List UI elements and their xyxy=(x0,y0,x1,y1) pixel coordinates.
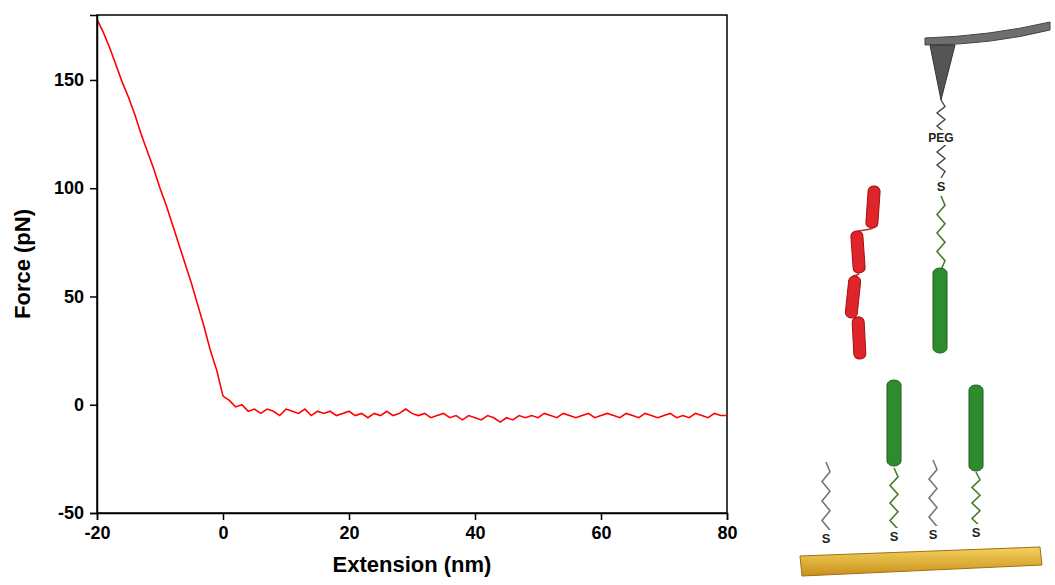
x-tick-label: 40 xyxy=(465,523,485,543)
label-patch xyxy=(970,524,982,539)
grey-chain xyxy=(929,460,937,536)
y-tick-label: 50 xyxy=(64,287,84,307)
linker-label: PEG xyxy=(928,131,953,145)
red-rod xyxy=(845,275,861,318)
y-tick-mark xyxy=(90,80,97,82)
force-curve xyxy=(97,19,727,422)
red-rod xyxy=(852,317,866,360)
x-tick-mark xyxy=(727,513,729,520)
y-tick-label: -50 xyxy=(58,503,84,523)
label-patch xyxy=(935,178,947,193)
y-tick-label: 150 xyxy=(54,70,84,90)
y-tick-mark xyxy=(90,404,97,406)
gold-surface xyxy=(800,547,1042,576)
x-tick-label: 60 xyxy=(591,523,611,543)
sulfur-label: S xyxy=(822,531,831,546)
x-tick-label: -20 xyxy=(84,523,110,543)
rod-linker xyxy=(858,228,873,231)
y-tick-label: 0 xyxy=(74,395,84,415)
grey-chain xyxy=(822,462,830,540)
y-tick-mark xyxy=(90,296,97,298)
plot-frame xyxy=(97,15,727,513)
sulfur-label: S xyxy=(890,529,899,544)
y-axis-title: Force (pN) xyxy=(10,209,35,319)
y-tick-mark xyxy=(90,188,97,190)
green-chain xyxy=(937,196,945,270)
schematic: PEG S S S S S xyxy=(800,22,1050,576)
sulfur-label: S xyxy=(972,525,981,540)
y-tick-mark xyxy=(90,513,97,515)
x-tick: 60 xyxy=(591,513,611,543)
sulfur-label: S xyxy=(937,179,946,194)
y-tick: 150 xyxy=(54,70,97,90)
x-tick-mark xyxy=(601,513,603,520)
label-patch xyxy=(925,130,957,145)
label-patch xyxy=(888,528,900,543)
y-tick: -50 xyxy=(58,503,97,523)
x-tick-label: 20 xyxy=(339,523,359,543)
label-patch xyxy=(820,530,832,545)
x-axis-line xyxy=(98,514,728,521)
x-tick: 40 xyxy=(465,513,485,543)
y-tick: 0 xyxy=(74,395,97,415)
x-tick-label: 0 xyxy=(218,523,228,543)
x-tick: 80 xyxy=(717,513,737,543)
x-tick: 0 xyxy=(218,513,228,543)
x-tick: 20 xyxy=(339,513,359,543)
green-domain xyxy=(933,268,947,353)
y-tick-label: 100 xyxy=(54,178,84,198)
y-tick: 100 xyxy=(54,178,97,198)
x-tick-label: 80 xyxy=(717,523,737,543)
red-rod xyxy=(851,231,866,274)
plot-area xyxy=(97,19,727,422)
green-chain xyxy=(890,468,898,538)
x-tick-mark xyxy=(223,513,225,520)
y-axis: -50 0 50 100 150 xyxy=(54,16,98,524)
x-tick-mark xyxy=(349,513,351,520)
x-axis: -20 0 20 40 60 80 xyxy=(84,513,737,543)
sulfur-label: S xyxy=(929,527,938,542)
green-domain xyxy=(887,380,901,466)
y-tick: 50 xyxy=(64,287,97,307)
x-axis-title: Extension (nm) xyxy=(333,552,492,577)
green-domain xyxy=(969,385,983,471)
rod-linker xyxy=(853,273,859,276)
label-patch xyxy=(927,526,939,541)
x-tick-mark xyxy=(475,513,477,520)
tip xyxy=(930,45,955,100)
red-rod xyxy=(866,186,881,229)
figure: -20 0 20 40 60 80 -50 0 50 100 150 Extension (nm) Fo… xyxy=(0,0,1055,585)
x-tick: -20 xyxy=(84,513,110,543)
cantilever xyxy=(925,22,1050,45)
y-axis-line xyxy=(90,16,98,514)
